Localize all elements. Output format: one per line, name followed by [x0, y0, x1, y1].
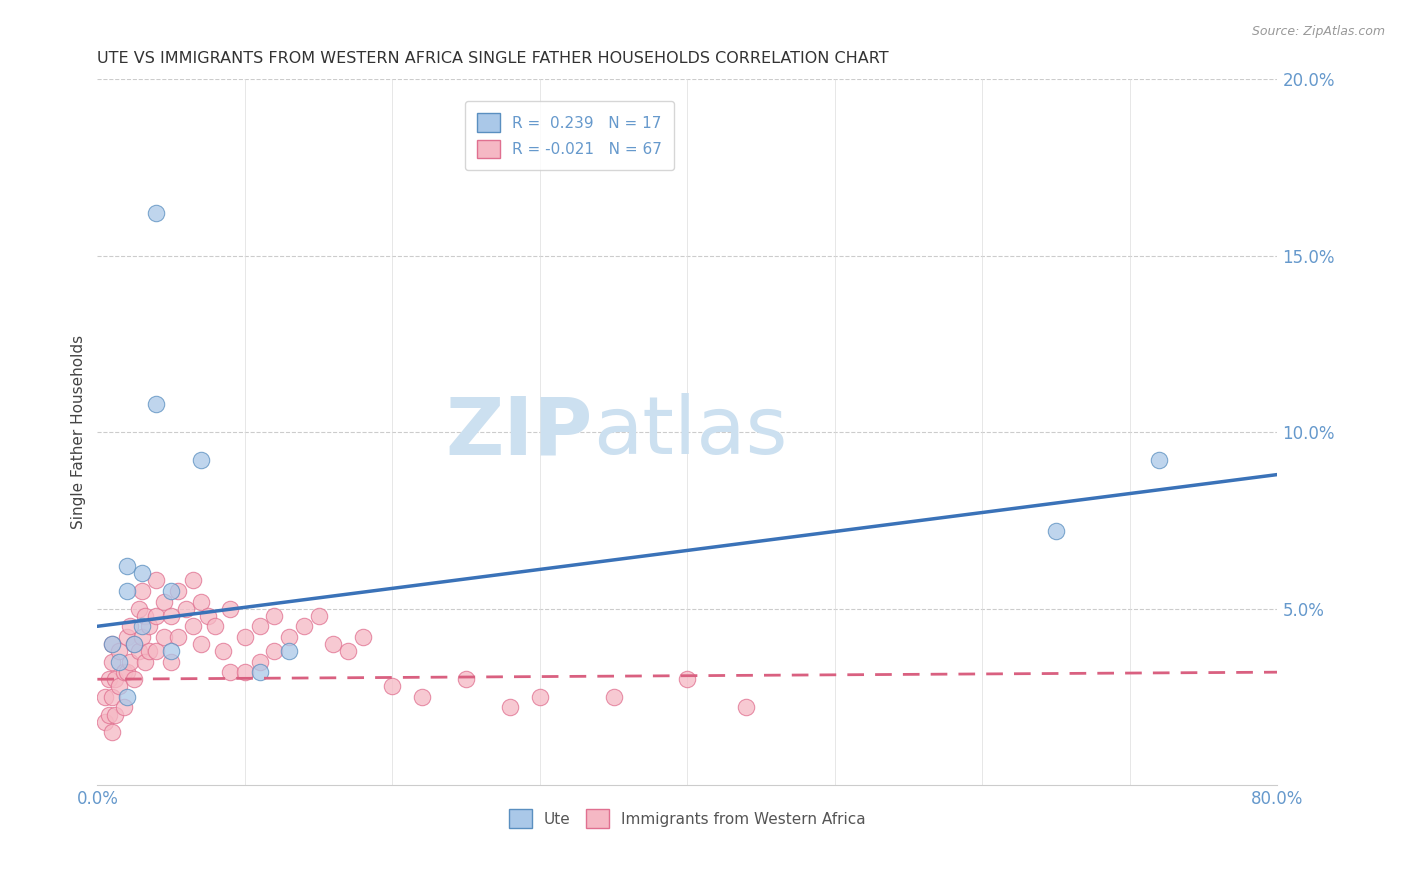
Point — [190, 594, 212, 608]
Point — [104, 707, 127, 722]
Point — [101, 637, 124, 651]
Text: ZIP: ZIP — [446, 393, 593, 471]
Point — [108, 644, 131, 658]
Point — [602, 690, 624, 704]
Point — [104, 672, 127, 686]
Point — [456, 672, 478, 686]
Point — [160, 608, 183, 623]
Point — [101, 690, 124, 704]
Point — [122, 637, 145, 651]
Point — [337, 644, 360, 658]
Point — [352, 630, 374, 644]
Point — [98, 707, 121, 722]
Point — [263, 608, 285, 623]
Point — [249, 619, 271, 633]
Point — [98, 672, 121, 686]
Point — [322, 637, 344, 651]
Point — [160, 655, 183, 669]
Point — [278, 630, 301, 644]
Point — [115, 690, 138, 704]
Point — [145, 206, 167, 220]
Point — [138, 619, 160, 633]
Point — [145, 608, 167, 623]
Point — [249, 665, 271, 680]
Point — [115, 630, 138, 644]
Point — [152, 630, 174, 644]
Point — [112, 700, 135, 714]
Point — [233, 665, 256, 680]
Point — [101, 655, 124, 669]
Point — [308, 608, 330, 623]
Point — [134, 608, 156, 623]
Point — [115, 559, 138, 574]
Point — [499, 700, 522, 714]
Point — [115, 665, 138, 680]
Point — [160, 644, 183, 658]
Point — [145, 397, 167, 411]
Point — [676, 672, 699, 686]
Point — [249, 655, 271, 669]
Point — [1149, 453, 1171, 467]
Point — [108, 655, 131, 669]
Point — [204, 619, 226, 633]
Point — [735, 700, 758, 714]
Point — [211, 644, 233, 658]
Point — [101, 725, 124, 739]
Point — [292, 619, 315, 633]
Point — [381, 679, 404, 693]
Point — [174, 601, 197, 615]
Point — [181, 574, 204, 588]
Point — [529, 690, 551, 704]
Point — [181, 619, 204, 633]
Point — [219, 665, 242, 680]
Point — [145, 574, 167, 588]
Point — [118, 655, 141, 669]
Point — [101, 637, 124, 651]
Point — [115, 584, 138, 599]
Point — [134, 655, 156, 669]
Point — [122, 672, 145, 686]
Text: atlas: atlas — [593, 393, 787, 471]
Point — [233, 630, 256, 644]
Point — [411, 690, 433, 704]
Point — [131, 630, 153, 644]
Point — [219, 601, 242, 615]
Point — [108, 679, 131, 693]
Point — [190, 453, 212, 467]
Point — [112, 665, 135, 680]
Text: UTE VS IMMIGRANTS FROM WESTERN AFRICA SINGLE FATHER HOUSEHOLDS CORRELATION CHART: UTE VS IMMIGRANTS FROM WESTERN AFRICA SI… — [97, 51, 889, 66]
Point — [1045, 524, 1067, 538]
Point — [278, 644, 301, 658]
Point — [138, 644, 160, 658]
Point — [128, 644, 150, 658]
Point — [128, 601, 150, 615]
Y-axis label: Single Father Households: Single Father Households — [72, 335, 86, 529]
Point — [122, 637, 145, 651]
Point — [190, 637, 212, 651]
Point — [131, 584, 153, 599]
Point — [160, 584, 183, 599]
Point — [93, 714, 115, 729]
Point — [131, 566, 153, 581]
Point — [118, 619, 141, 633]
Point — [93, 690, 115, 704]
Point — [167, 630, 190, 644]
Point — [131, 619, 153, 633]
Text: Source: ZipAtlas.com: Source: ZipAtlas.com — [1251, 25, 1385, 38]
Point — [167, 584, 190, 599]
Point — [197, 608, 219, 623]
Point — [263, 644, 285, 658]
Point — [152, 594, 174, 608]
Point — [145, 644, 167, 658]
Legend: Ute, Immigrants from Western Africa: Ute, Immigrants from Western Africa — [503, 803, 872, 834]
